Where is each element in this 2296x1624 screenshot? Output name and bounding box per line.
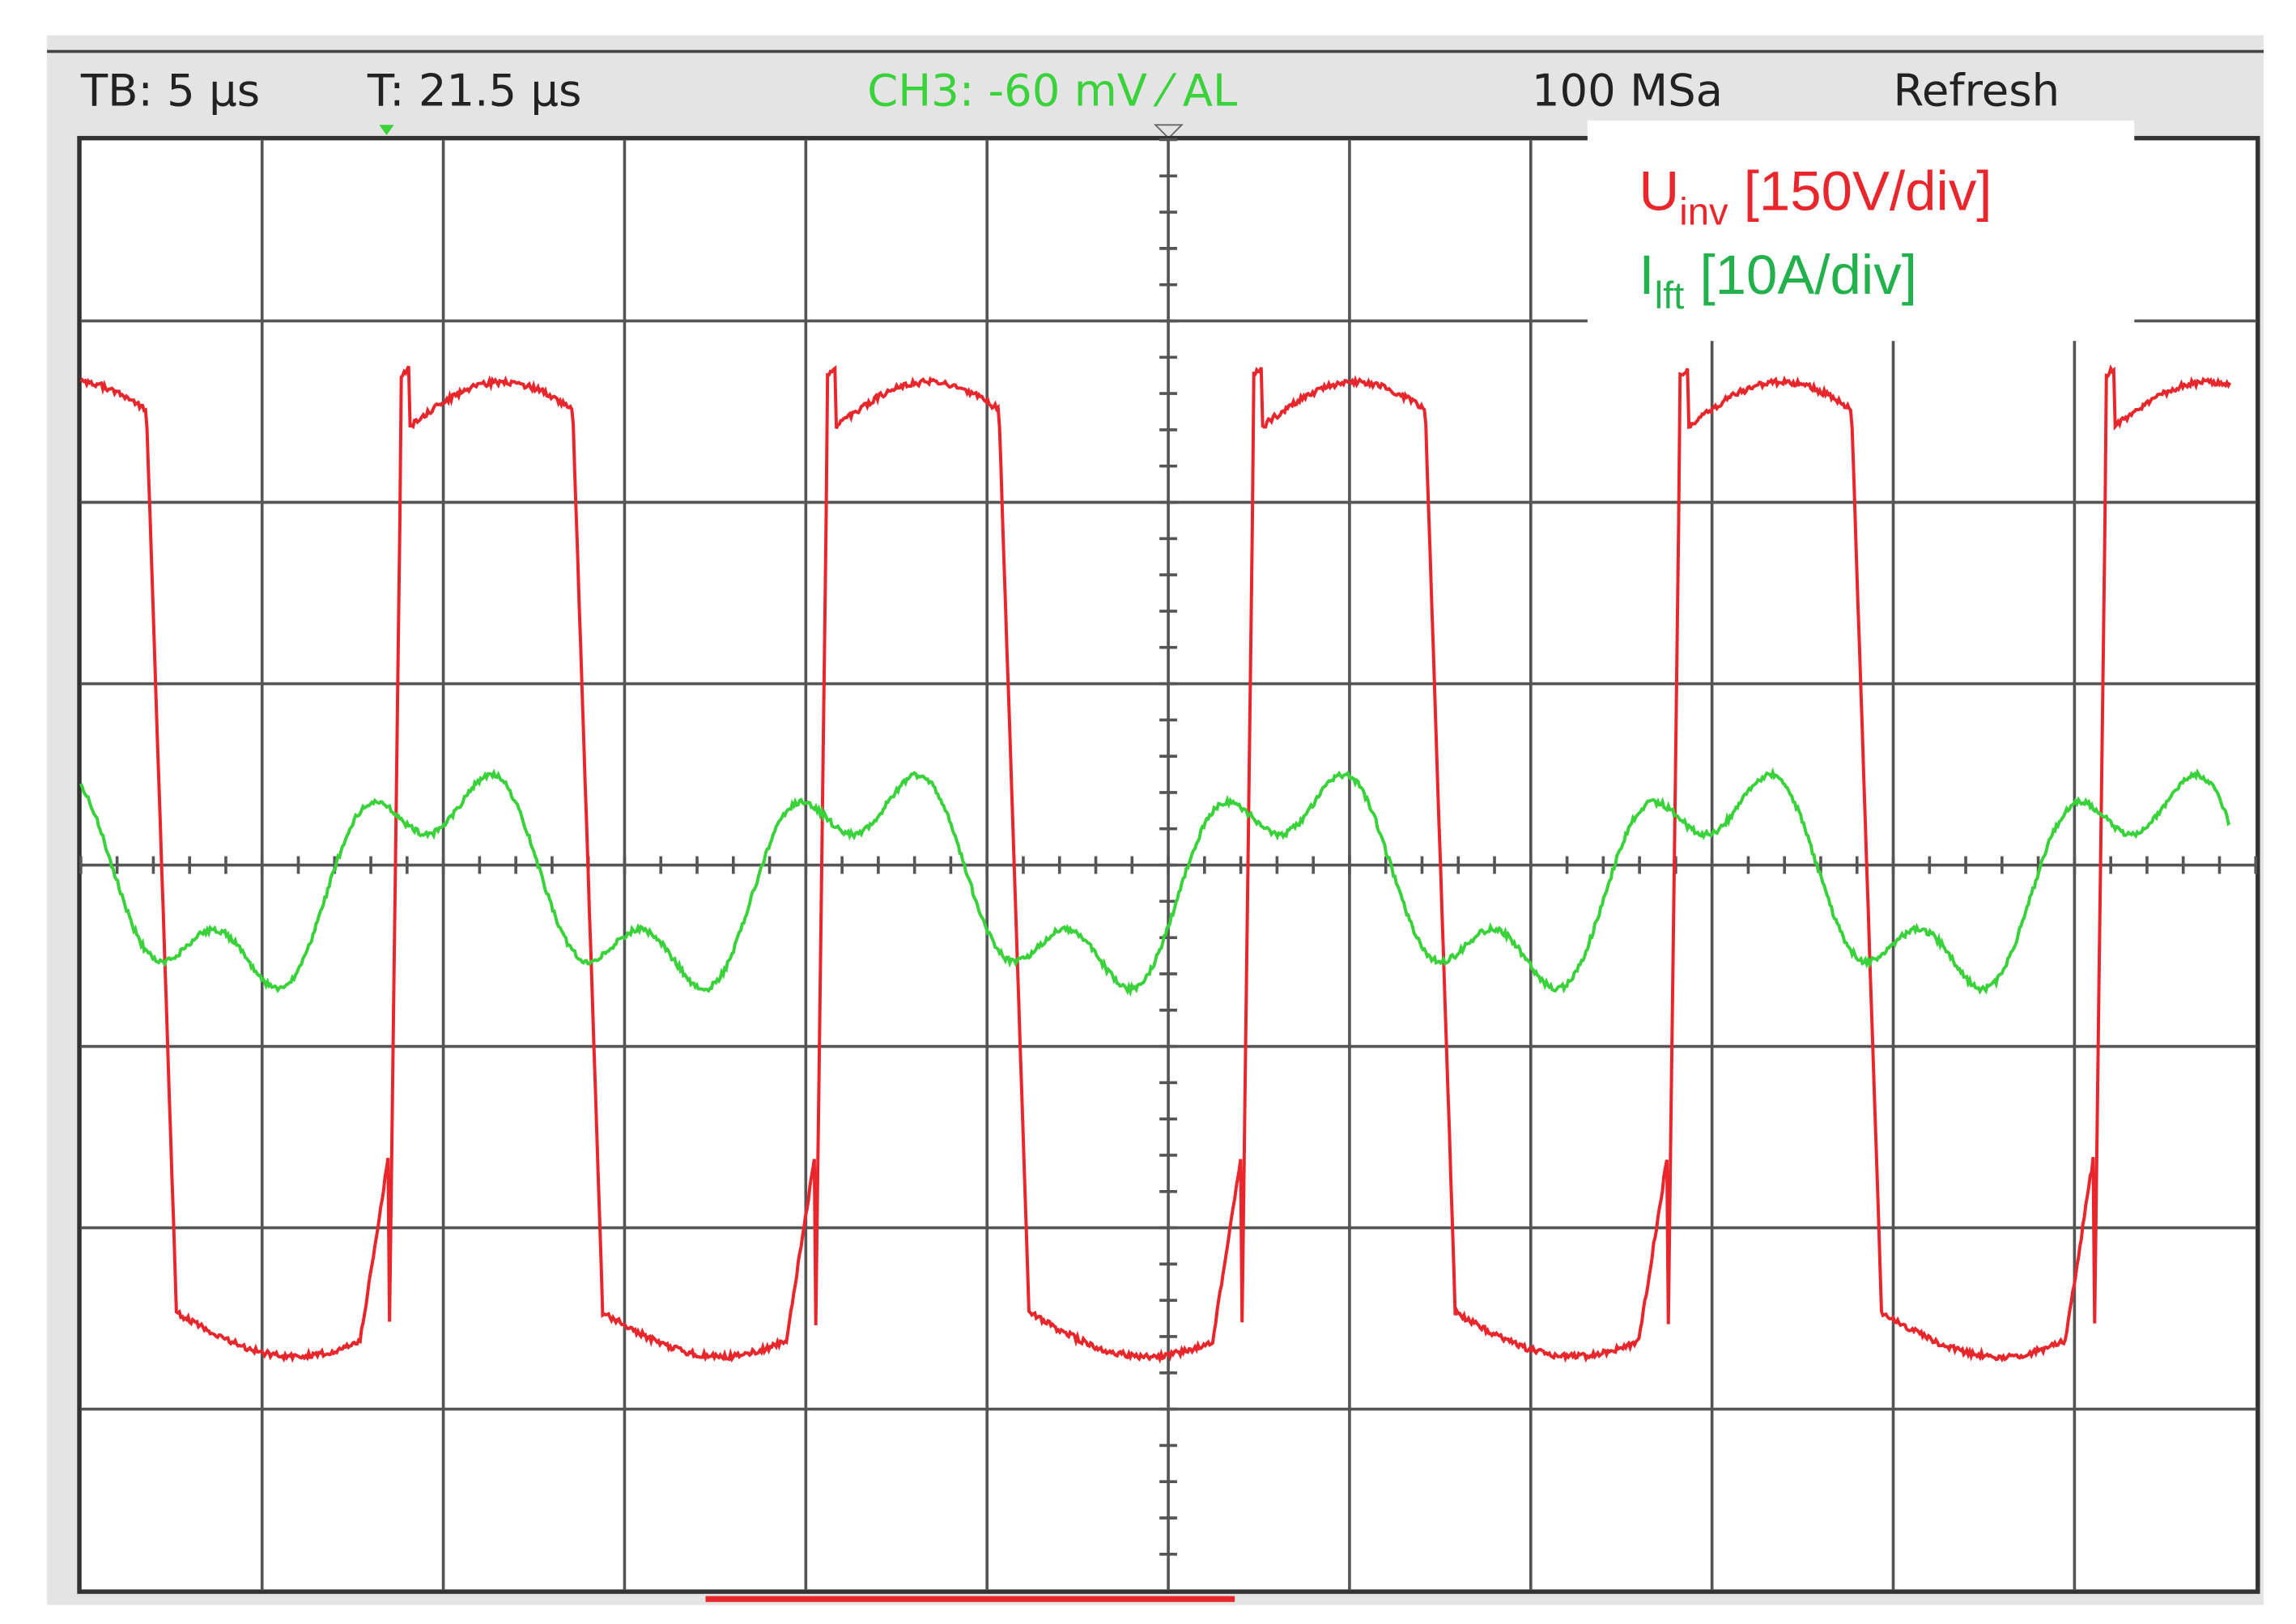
subscript: lft [1655,274,1685,317]
oscilloscope-screen: TB: 5 µs T: 21.5 µs CH3: -60 mV ⁄ AL 100… [0,0,2296,1624]
bottom-bar [705,1596,1235,1602]
scale: [150V/div] [1728,160,1992,223]
page: {"header": {"timebase": "TB: 5 µs", "tri… [0,0,2296,1624]
subscript: inv [1679,191,1728,234]
symbol: U [1639,160,1679,223]
sample-rate: 100 MSa [1532,65,1723,117]
symbol: I [1639,244,1654,306]
channel-setting: CH3: -60 mV ⁄ AL [867,65,1238,117]
header-rule [47,50,2264,53]
trigger-time: T: 21.5 µs [367,65,582,117]
scale: [10A/div] [1684,244,1917,306]
acquisition-mode: Refresh [1894,65,2060,117]
timebase: TB: 5 µs [80,65,260,117]
